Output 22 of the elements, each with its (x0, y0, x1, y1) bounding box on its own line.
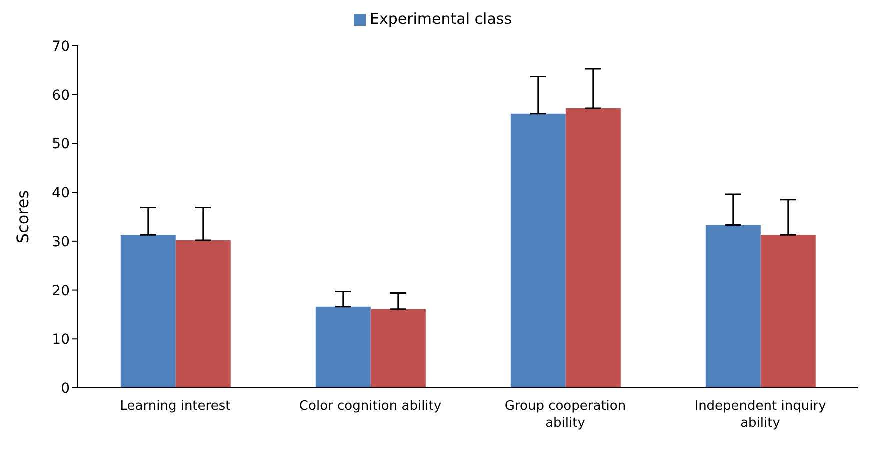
bar (760, 235, 816, 388)
bar (510, 114, 566, 388)
y-tick-label: 20 (52, 283, 70, 300)
bar (120, 235, 176, 388)
x-tick-label: Learning interest (120, 399, 231, 414)
y-tick-label: 70 (52, 38, 70, 55)
legend-label: Experimental class (370, 10, 512, 28)
y-tick-label: 0 (61, 380, 70, 397)
x-tick-label: Color cognition ability (299, 399, 442, 414)
y-tick-label: 10 (52, 332, 70, 348)
bar (316, 306, 371, 388)
x-tick-label: Group cooperation ability (504, 399, 626, 431)
x-tick-label: Independent inquiry ability (694, 399, 827, 431)
bar (706, 225, 761, 388)
y-tick-label: 30 (52, 234, 70, 250)
y-tick-label: 60 (52, 88, 70, 104)
bar (176, 240, 231, 388)
bar (370, 309, 426, 388)
y-tick-label: 40 (52, 186, 70, 202)
y-axis-title: Scores (14, 190, 33, 244)
y-tick-label: 50 (52, 136, 70, 153)
bar (566, 108, 621, 388)
